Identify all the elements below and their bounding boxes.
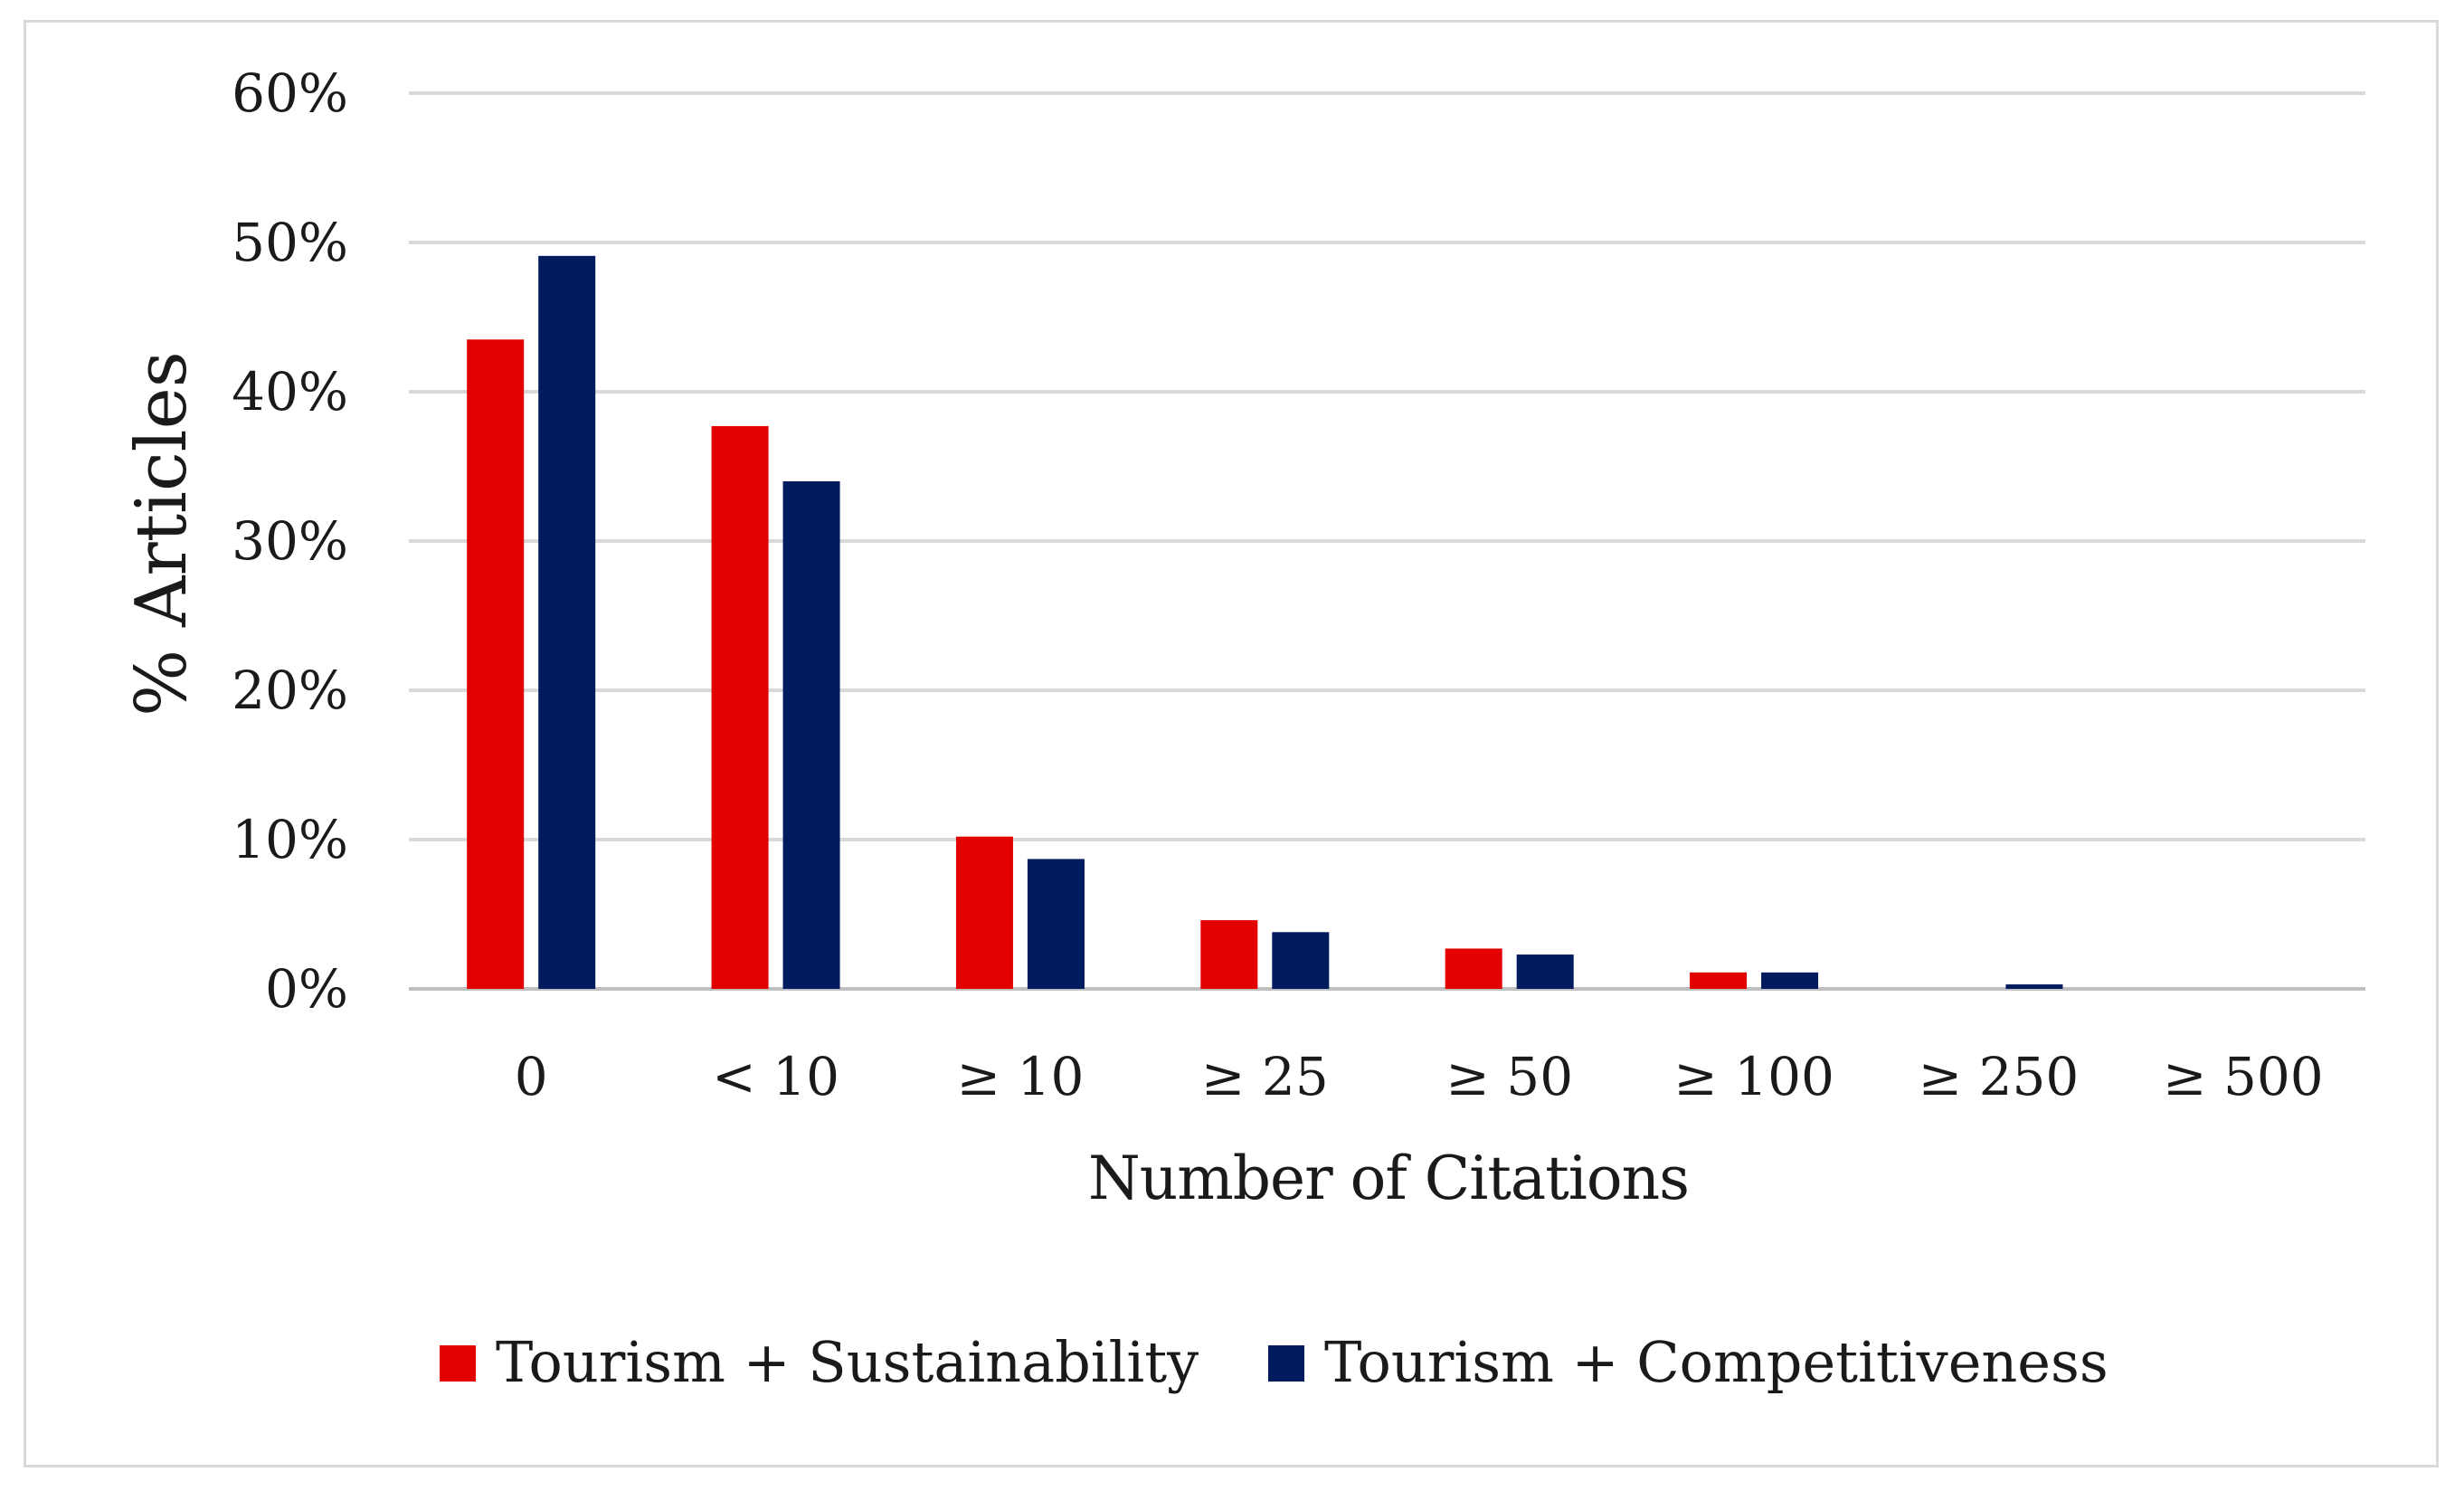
legend-swatch <box>440 1345 476 1382</box>
y-tick-label: 40% <box>232 361 348 423</box>
x-axis-label: Number of Citations <box>1088 1144 1689 1213</box>
x-tick-labels: 0 < 10 ≥ 10 ≥ 25 ≥ 50 ≥ 100 ≥ 250 ≥ 500 <box>515 1046 2324 1107</box>
legend-label: Tourism + Competitiveness <box>1324 1329 2109 1395</box>
bar-competitiveness <box>538 255 596 990</box>
x-tick-label: 0 <box>515 1046 548 1107</box>
chart-frame <box>24 20 2439 1467</box>
bar-sustainability <box>467 339 525 989</box>
x-tick-label: ≥ 100 <box>1673 1046 1834 1107</box>
gridlines <box>409 91 2365 991</box>
x-tick-label: < 10 <box>712 1046 839 1107</box>
bars <box>467 255 2063 990</box>
y-tick-label: 0% <box>265 958 348 1020</box>
bar-sustainability <box>1200 920 1258 989</box>
x-tick-label: ≥ 250 <box>1919 1046 2080 1107</box>
y-tick-label: 30% <box>232 510 348 572</box>
y-tick-label: 10% <box>232 809 348 870</box>
legend-label: Tourism + Sustainability <box>496 1329 1199 1395</box>
bar-competitiveness <box>1516 954 1574 989</box>
y-tick-label: 50% <box>232 212 348 273</box>
legend: Tourism + Sustainability Tourism + Compet… <box>440 1329 2109 1395</box>
x-tick-label: ≥ 50 <box>1445 1046 1573 1107</box>
x-tick-label: ≥ 10 <box>957 1046 1085 1107</box>
y-axis-label: % Articles <box>121 351 203 717</box>
bar-competitiveness <box>782 481 840 989</box>
bar-sustainability <box>1690 972 1748 989</box>
bar-sustainability <box>1445 948 1502 989</box>
x-tick-label: ≥ 25 <box>1201 1046 1329 1107</box>
y-tick-label: 60% <box>232 62 348 124</box>
bar-sustainability <box>955 836 1013 989</box>
bar-competitiveness <box>2005 984 2063 989</box>
bar-competitiveness <box>1027 859 1085 989</box>
x-tick-label: ≥ 500 <box>2163 1046 2324 1107</box>
legend-swatch <box>1268 1345 1304 1382</box>
y-tick-labels: 0% 10% 20% 30% 40% 50% 60% <box>232 62 348 1020</box>
bar-sustainability <box>711 425 769 989</box>
y-tick-label: 20% <box>232 660 348 721</box>
bar-competitiveness <box>1761 972 1819 989</box>
bar-competitiveness <box>1272 932 1330 989</box>
